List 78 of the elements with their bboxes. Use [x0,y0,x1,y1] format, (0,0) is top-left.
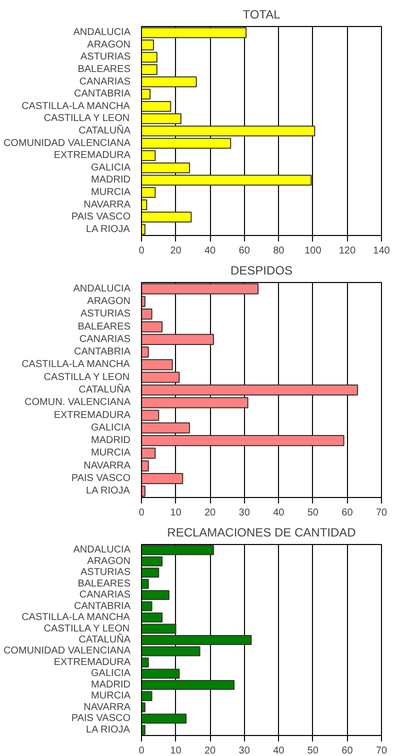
y-tick-label: EXTREMADURA [54,656,131,668]
x-tick-label: 60 [342,746,354,756]
y-tick-label: ANDALUCIA [73,283,131,294]
y-tick-label: MURCIA [91,186,131,198]
x-tick-label: 30 [238,508,250,518]
y-tick-label: NAVARRA [84,460,131,472]
x-tick-label: 100 [304,246,322,256]
y-tick-label: CANARIAS [79,76,131,88]
y-tick-label: ANDALUCIA [73,27,131,38]
x-tick-label: 20 [170,246,182,256]
chart-title: RECLAMACIONES DE CANTIDAD [167,526,356,540]
y-tick-label: ARAGON [87,39,131,50]
x-tick-label: 40 [273,746,285,756]
y-tick-label: EXTREMADURA [54,410,131,421]
y-tick-label: EXTREMADURA [54,150,131,162]
y-tick-label: CANTABRIA [74,346,131,358]
y-tick-label: ARAGON [87,556,131,567]
y-tick-label: BALEARES [78,64,131,76]
y-tick-label: ASTURIAS [80,308,131,320]
x-tick-label: 50 [307,508,319,518]
y-tick-label: LA RIOJA [86,224,130,235]
y-tick-label: GALICIA [91,668,131,680]
x-tick-label: 70 [376,746,388,756]
y-tick-label: MURCIA [91,690,131,702]
x-tick-label: 0 [138,246,145,256]
y-tick-label: PAIS VASCO [71,473,131,484]
x-tick-label: 0 [138,508,145,518]
y-tick-label: CASTILLA Y LEON [44,623,130,634]
y-tick-label: GALICIA [91,422,131,434]
y-tick-label: CATALUÑA [78,634,131,646]
x-tick-label: 60 [342,508,354,518]
x-tick-label: 80 [273,246,285,256]
y-tick-label: CASTILLA-LA MANCHA [22,612,130,624]
y-tick-label: CATALUÑA [78,384,131,396]
y-tick-label: BALEARES [78,578,131,590]
y-tick-label: ANDALUCIA [73,544,131,556]
y-tick-label: NAVARRA [84,702,131,713]
x-tick-label: 40 [273,508,285,518]
y-tick-label: CATALUÑA [78,124,131,136]
y-tick-label: ARAGON [87,296,131,307]
y-tick-label: PAIS VASCO [71,713,131,724]
y-tick-label: NAVARRA [84,199,131,210]
y-tick-label: BALEARES [78,321,131,332]
x-tick-label: 140 [373,246,390,256]
y-tick-label: MADRID [91,679,131,690]
x-tick-label: 50 [307,746,319,756]
y-tick-label: CANTABRIA [74,600,131,612]
y-tick-label: CASTILLA-LA MANCHA [22,359,130,370]
y-tick-label: CANTABRIA [74,88,131,100]
y-tick-label: ASTURIAS [80,52,131,63]
x-tick-label: 10 [170,508,182,518]
x-tick-label: 10 [170,746,182,756]
x-tick-label: 120 [338,246,356,256]
y-tick-label: PAIS VASCO [71,212,131,223]
y-tick-label: ASTURIAS [80,567,131,578]
y-tick-label: COMUN. VALENCIANA [24,397,131,408]
y-tick-label: MADRID [91,174,131,186]
x-tick-label: 20 [204,508,216,518]
y-tick-label: CANARIAS [79,590,131,601]
x-tick-label: 30 [238,746,250,756]
x-tick-label: 40 [204,246,216,256]
y-tick-label: MADRID [91,435,131,446]
x-tick-label: 20 [204,746,216,756]
y-tick-label: GALICIA [91,162,131,174]
y-tick-label: COMUNIDAD VALENCIANA [3,138,131,149]
x-tick-label: 60 [238,246,250,256]
y-tick-label: COMUNIDAD VALENCIANA [3,646,131,657]
y-tick-label: CASTILLA-LA MANCHA [22,100,130,112]
y-tick-label: CASTILLA Y LEON [44,372,130,383]
chart-title: DESPIDOS [230,264,293,278]
chart-title: TOTAL [242,8,281,22]
y-tick-label: CANARIAS [79,334,131,345]
y-tick-label: MURCIA [91,448,131,459]
y-tick-label: CASTILLA Y LEON [44,113,130,124]
x-tick-label: 70 [376,508,388,518]
x-tick-label: 0 [138,746,145,756]
y-tick-label: LA RIOJA [86,486,130,497]
y-tick-label: LA RIOJA [86,724,130,736]
